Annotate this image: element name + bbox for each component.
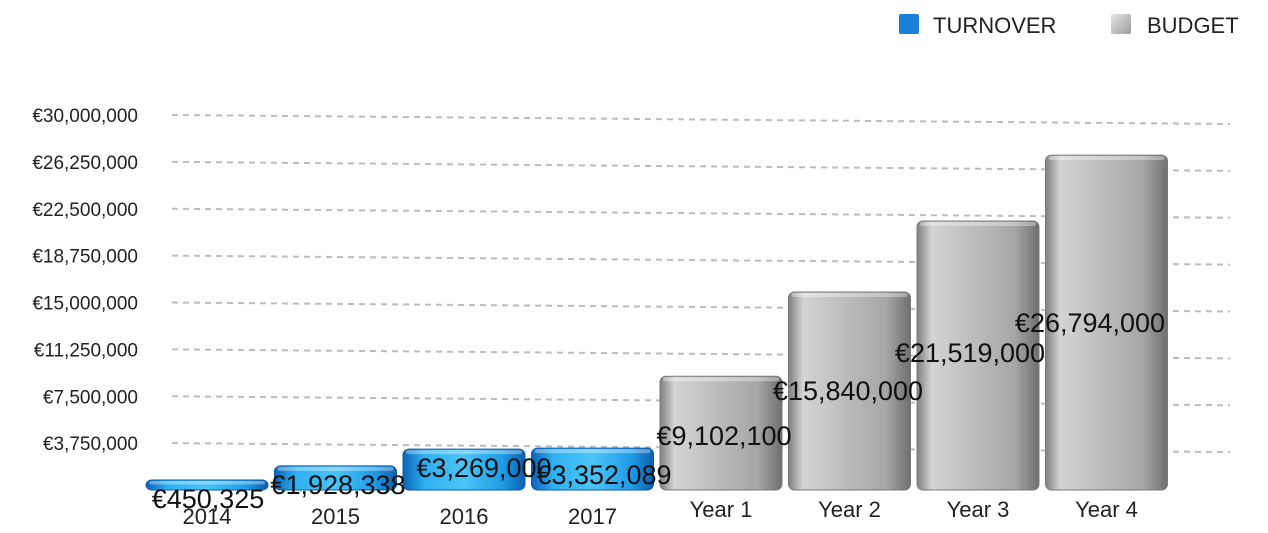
y-tick-label: €26,250,000: [32, 153, 138, 174]
x-axis-tick-labels: 2014 2015 2016 2017 Year 1 Year 2 Year 3 Year 4: [183, 497, 1138, 529]
data-label: €450,325: [152, 484, 265, 514]
bar-year-1: [659, 375, 783, 491]
bar-2017: [531, 447, 654, 491]
legend-swatch-budget: [1111, 14, 1131, 34]
data-label: €1,928,338: [270, 470, 405, 500]
y-tick-label: €18,750,000: [32, 247, 138, 268]
data-label: €3,352,089: [536, 460, 671, 490]
gridline: [171, 114, 1231, 125]
bars: [145, 154, 1168, 491]
x-tick-label: Year 3: [947, 497, 1010, 522]
data-label: €15,840,000: [773, 376, 923, 406]
gridlines: [171, 114, 1231, 454]
bar-year-2: [788, 291, 911, 491]
y-tick-label: €3,750,000: [43, 434, 138, 455]
legend-label-budget: BUDGET: [1147, 13, 1239, 38]
bar-highlight: [920, 222, 1036, 227]
y-axis-tick-labels: €3,750,000 €7,500,000 €11,250,000 €15,000,0…: [32, 106, 138, 455]
bar-year-3: [916, 220, 1040, 491]
y-tick-label: €15,000,000: [32, 294, 138, 315]
y-tick-label: €7,500,000: [43, 387, 138, 408]
legend-label-turnover: TURNOVER: [933, 13, 1056, 38]
data-label: €9,102,100: [656, 421, 791, 451]
x-tick-label: 2017: [568, 504, 617, 528]
y-tick-label: €30,000,000: [32, 106, 138, 127]
x-tick-label: Year 4: [1075, 497, 1138, 522]
data-label: €26,794,000: [1015, 308, 1165, 338]
bar-2014: [145, 479, 269, 491]
data-label: €21,519,000: [895, 338, 1045, 368]
bar-highlight: [406, 450, 522, 455]
x-tick-label: 2015: [311, 504, 360, 528]
bar-2016: [402, 448, 526, 491]
bar-highlight: [791, 293, 908, 297]
x-tick-label: 2016: [440, 504, 489, 528]
data-label: €3,269,000: [416, 453, 551, 483]
x-tick-label: Year 1: [690, 497, 753, 522]
bar-highlight: [534, 449, 651, 454]
bar-highlight: [1048, 156, 1165, 161]
y-tick-label: €22,500,000: [32, 200, 138, 221]
bar-highlight: [149, 481, 265, 485]
data-labels: €450,325 €1,928,338 €3,269,000€3,352,089 €9…: [152, 308, 1165, 514]
legend: TURNOVER BUDGET: [899, 13, 1239, 38]
x-tick-label: Year 2: [818, 497, 881, 522]
bar-highlight: [663, 377, 779, 382]
bar-2015: [274, 465, 397, 491]
legend-swatch-turnover: [899, 14, 919, 34]
bar-year-4: [1045, 154, 1168, 491]
bar-highlight: [277, 466, 394, 471]
y-tick-label: €11,250,000: [34, 340, 138, 361]
x-tick-label: 2014: [183, 504, 232, 528]
